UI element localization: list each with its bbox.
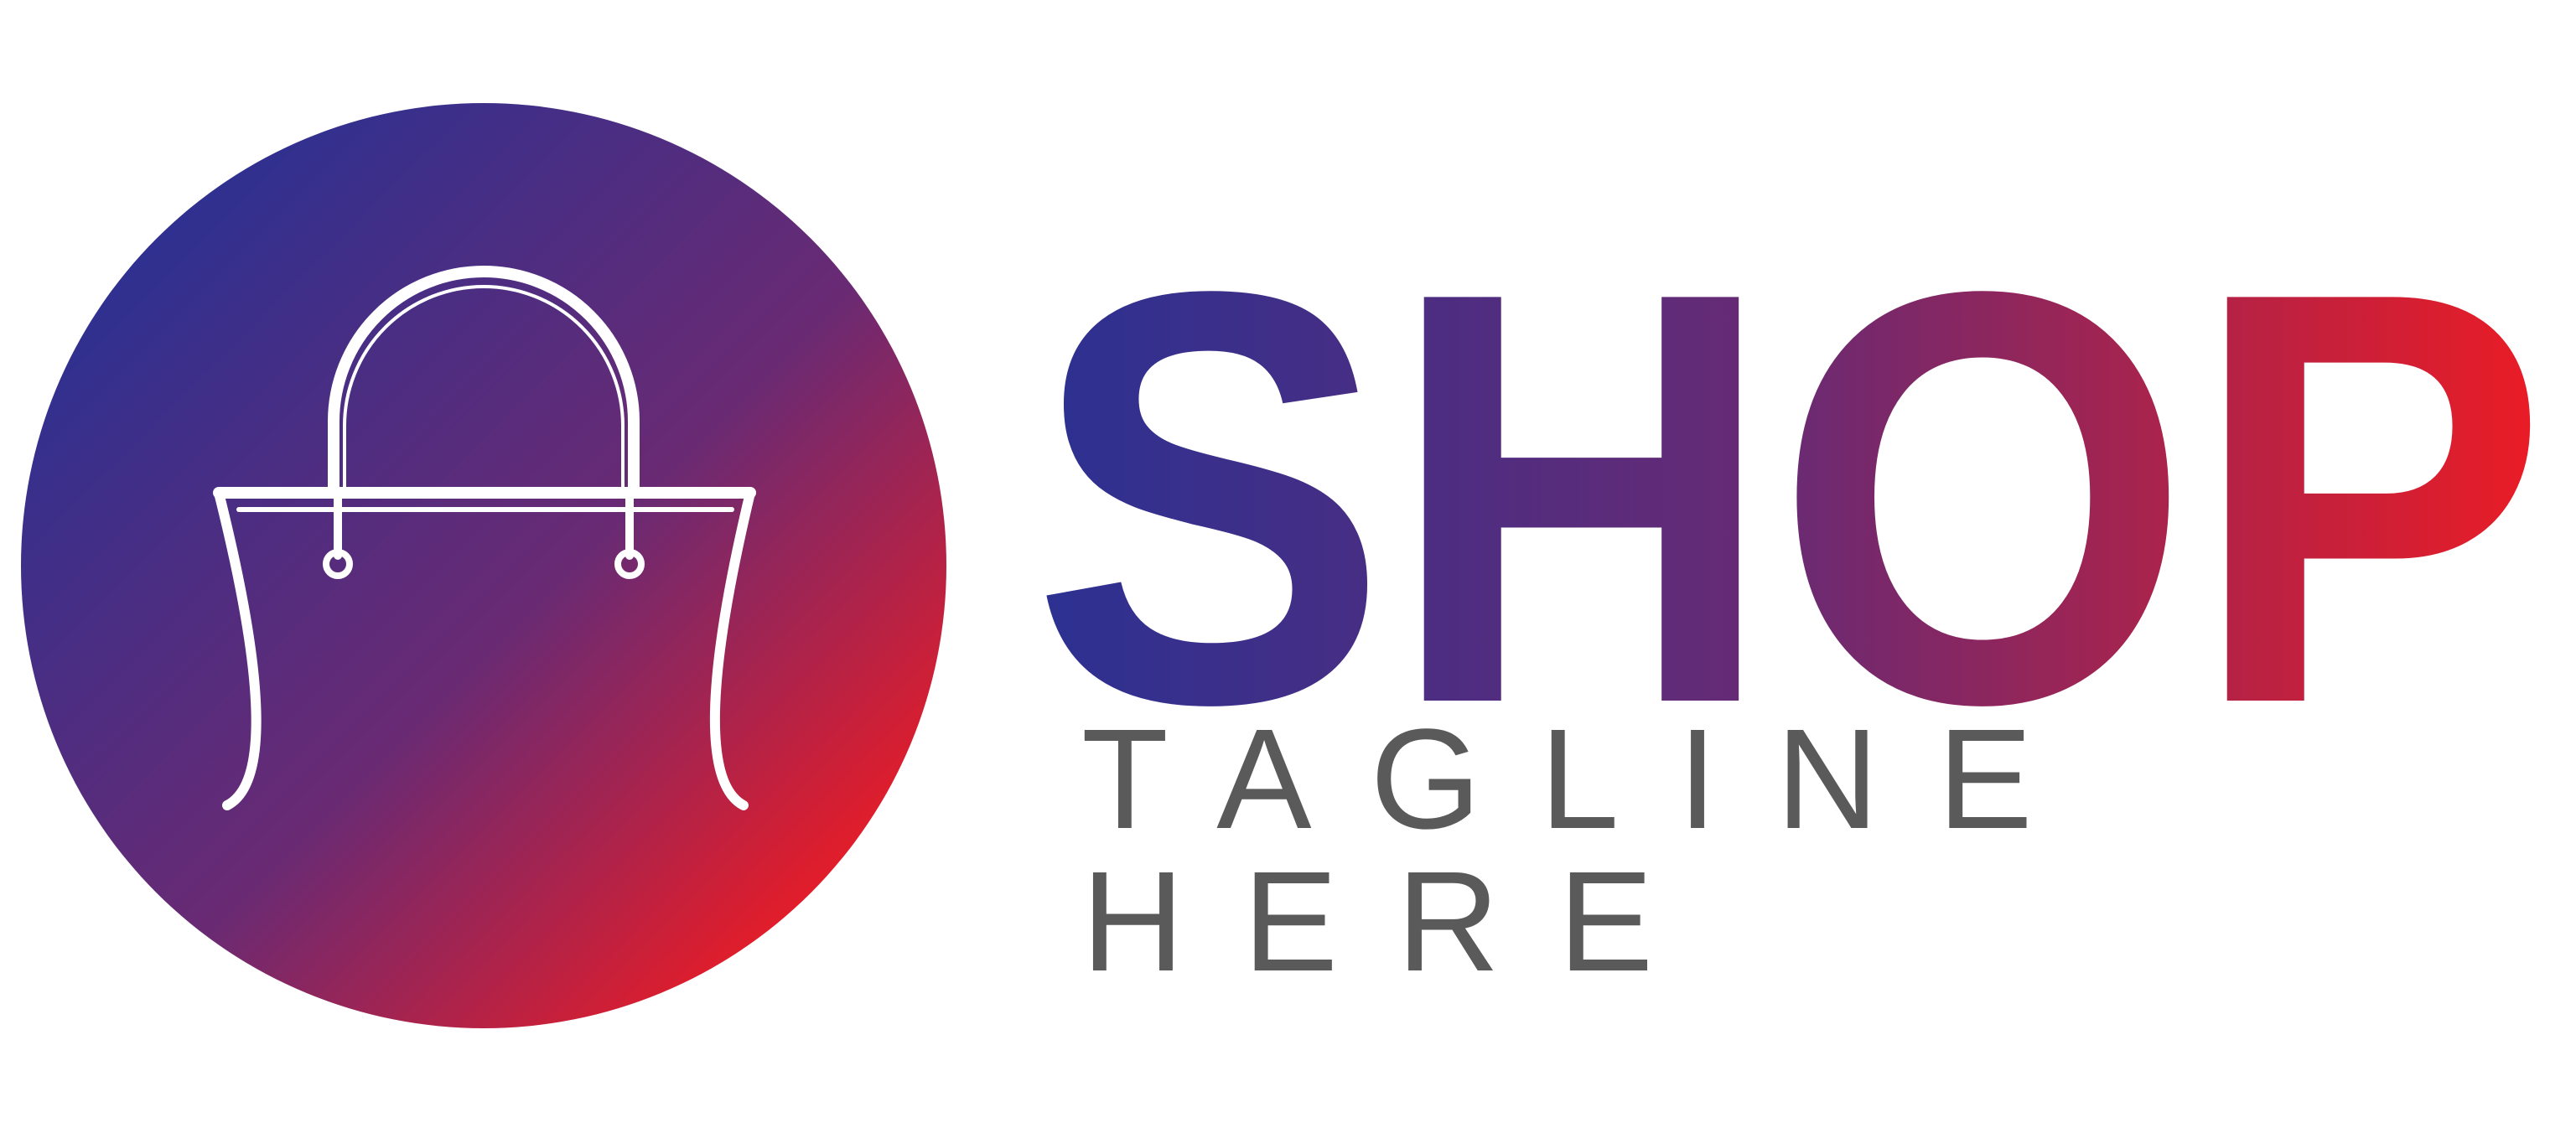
tagline: TAGLINE HERE xyxy=(1081,708,2523,993)
brand-wordmark: SHOP xyxy=(1031,226,2557,729)
brand-wordmark-svg: SHOP xyxy=(1031,226,2548,729)
emblem-graphic xyxy=(21,103,946,1028)
brand-name: SHOP xyxy=(1031,226,2548,729)
shopping-bag-icon xyxy=(213,266,756,810)
logo-emblem xyxy=(21,103,946,1028)
tagline-text: TAGLINE HERE xyxy=(1081,700,2091,1001)
emblem-circle xyxy=(21,103,946,1028)
